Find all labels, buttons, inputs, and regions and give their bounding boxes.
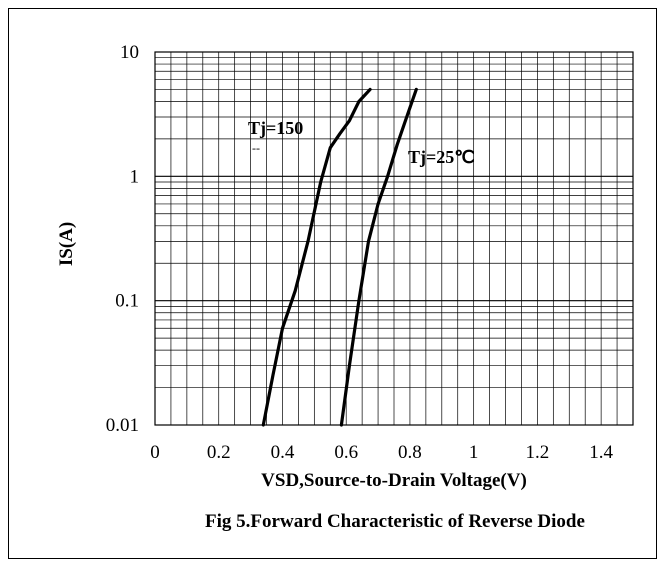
series-label-tj150: Tj=150 (248, 118, 303, 138)
x-tick-label: 0.6 (334, 442, 358, 463)
figure-caption: Fig 5.Forward Characteristic of Reverse … (205, 511, 585, 532)
x-tick-label: 0.8 (398, 442, 422, 463)
x-tick-label: 0.4 (271, 442, 295, 463)
series-line-1 (339, 87, 418, 427)
x-tick-label: 1.4 (589, 442, 613, 463)
x-tick-label: 1 (469, 442, 479, 463)
y-axis-ticks: 0.01 0.1 1 10 (106, 42, 139, 436)
series-label-tj25: Tj=25℃ (408, 147, 474, 167)
x-tick-label: 1.2 (526, 442, 550, 463)
figure-frame (8, 8, 657, 559)
x-tick-label: 0 (150, 442, 160, 463)
y-tick-label: 0.01 (106, 415, 139, 436)
y-tick-label: 1 (130, 166, 140, 187)
x-tick-label: 0.2 (207, 442, 231, 463)
x-axis-label: VSD,Source-to-Drain Voltage(V) (261, 470, 527, 491)
y-tick-label: 10 (120, 42, 139, 63)
grid (154, 52, 634, 426)
series-label-tj150-sub: -- (252, 141, 260, 155)
curves (261, 87, 418, 427)
series-line-0 (261, 87, 372, 427)
x-axis-ticks: 0 0.2 0.4 0.6 0.8 1 1.2 1.4 (150, 442, 613, 463)
y-tick-label: 0.1 (115, 291, 139, 312)
y-axis-label: IS(A) (56, 222, 77, 266)
